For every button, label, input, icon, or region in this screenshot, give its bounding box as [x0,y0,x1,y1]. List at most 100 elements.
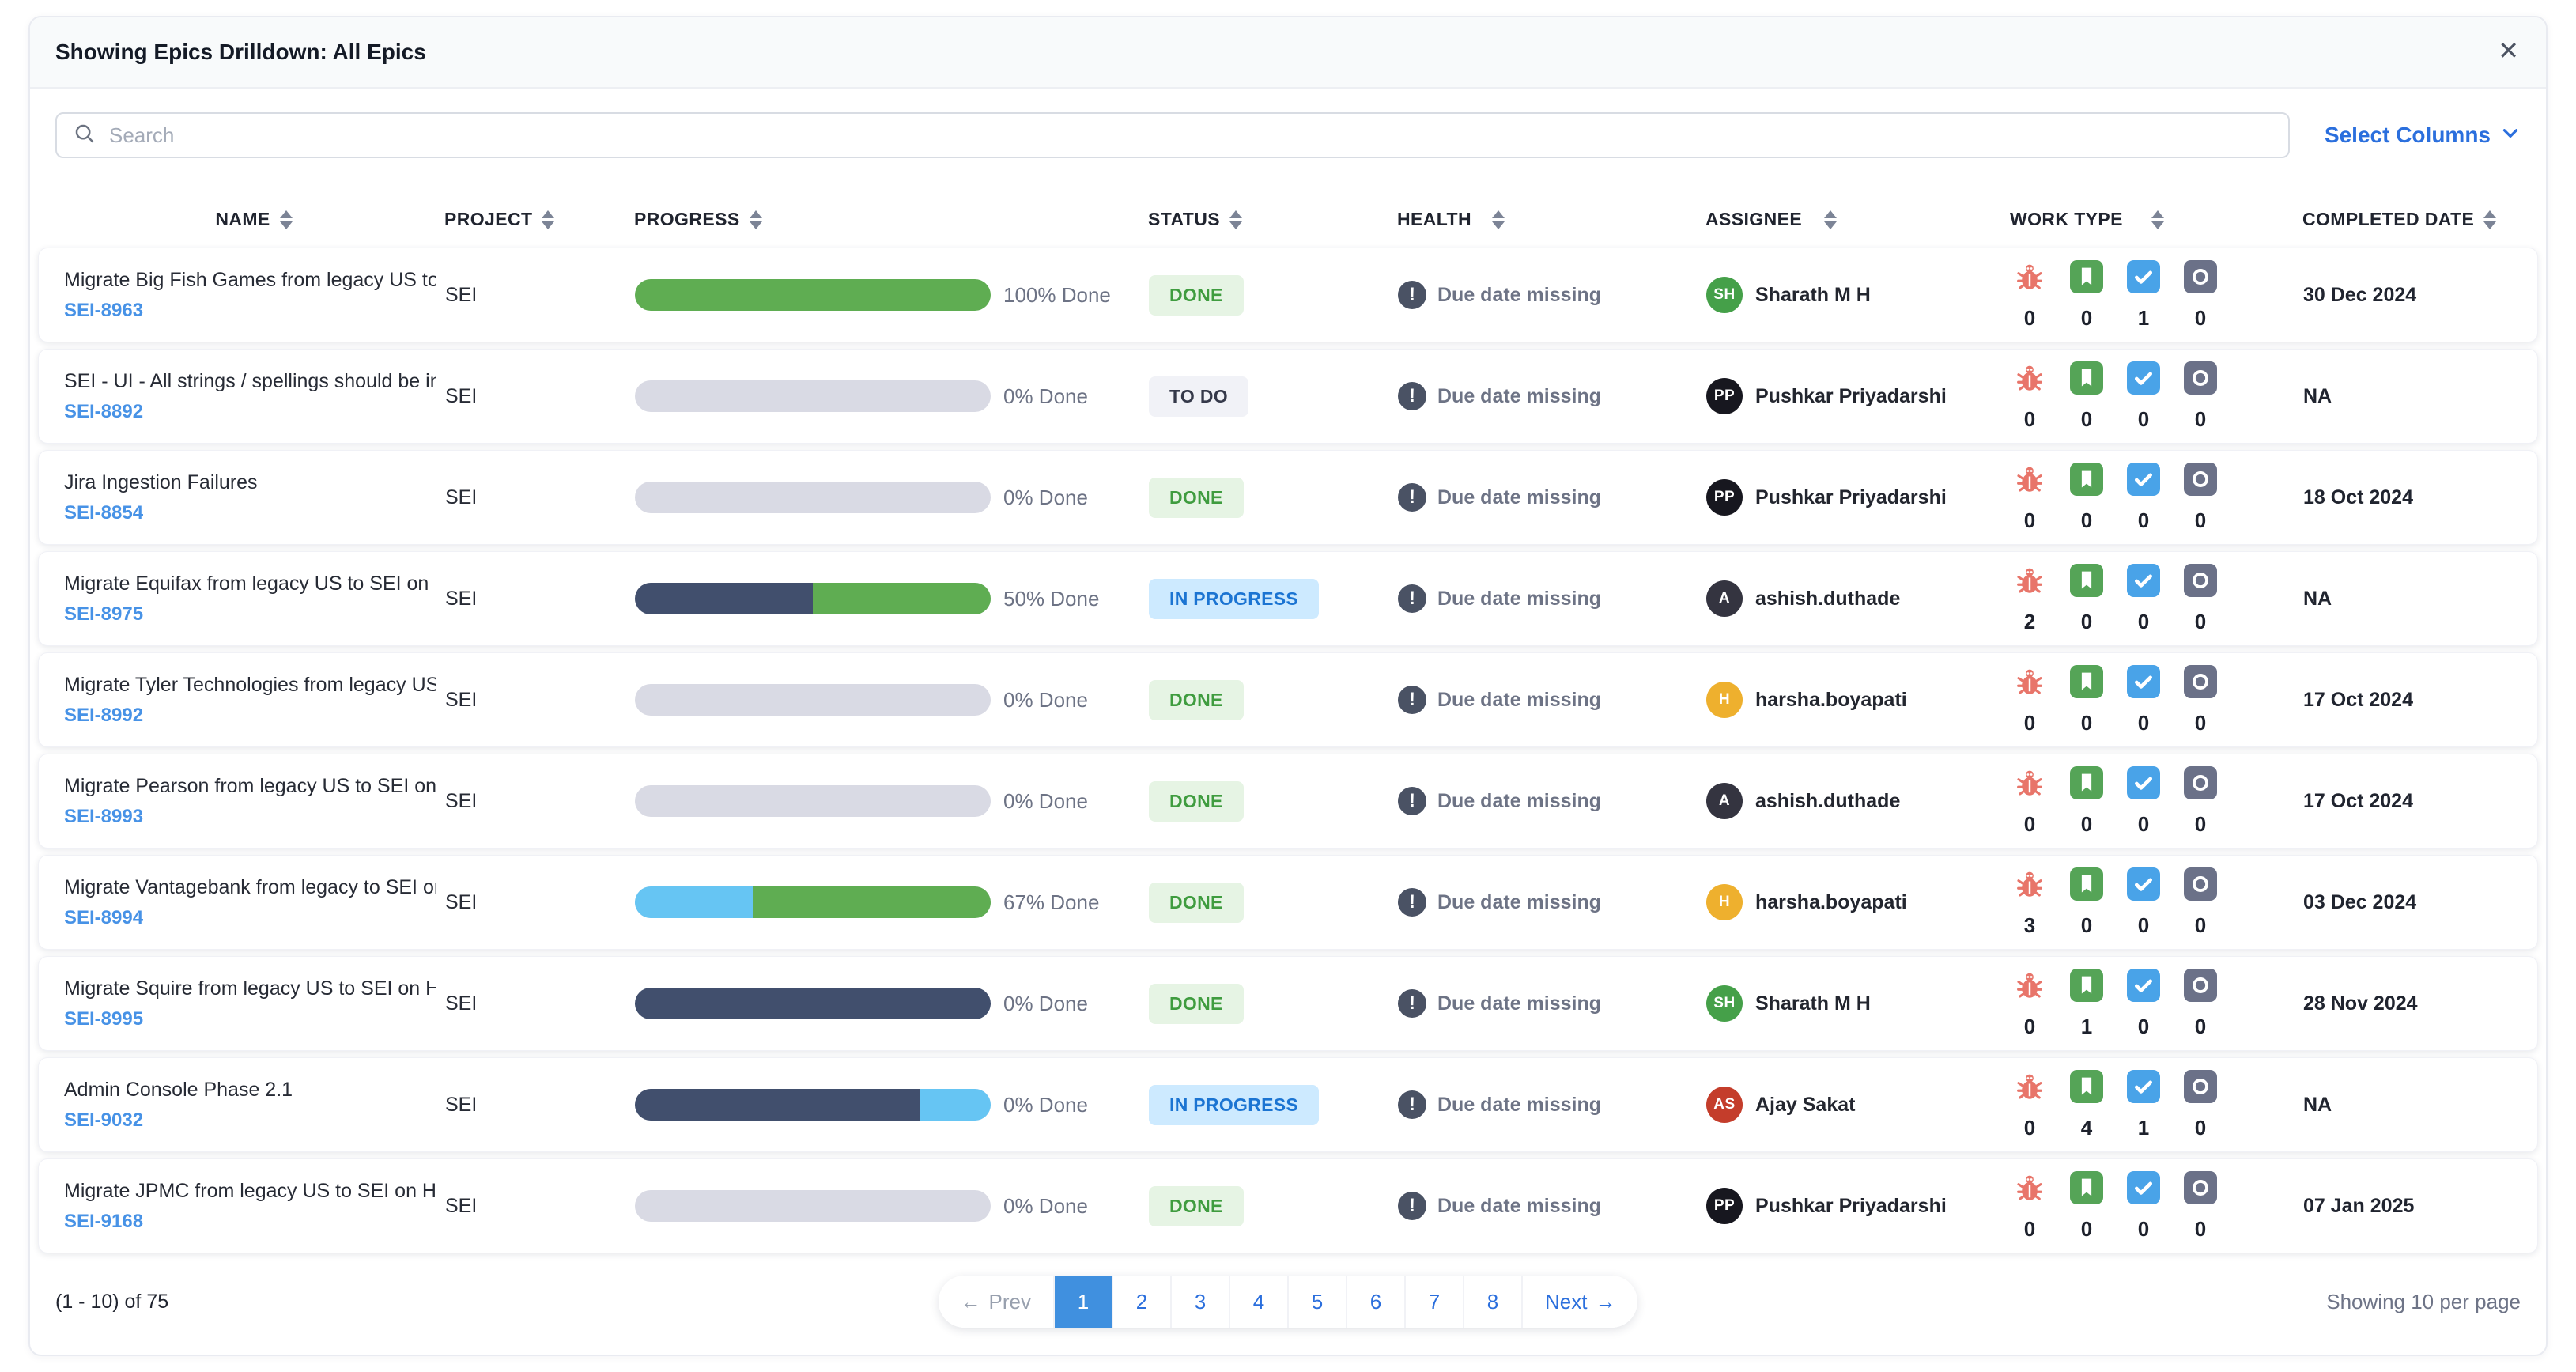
table-row[interactable]: Jira Ingestion Failures SEI-8854 SEI 0% … [38,450,2538,545]
progress-segment-blue [635,886,753,918]
progress-cell: 0% Done [635,684,1149,716]
table-row[interactable]: SEI - UI - All strings / spellings shoul… [38,349,2538,444]
pagination-page-8[interactable]: 8 [1463,1276,1521,1328]
table-row[interactable]: Migrate Equifax from legacy US to SEI on… [38,551,2538,646]
work-type-other: 0 [2181,1069,2219,1140]
table-row[interactable]: Migrate Big Fish Games from legacy US to… [38,248,2538,342]
sort-icon[interactable] [1824,210,1838,229]
sort-icon[interactable] [2151,210,2164,229]
column-header-assignee[interactable]: ASSIGNEE [1705,209,2010,230]
column-header-status[interactable]: STATUS [1148,209,1397,230]
bug-icon [2013,463,2046,496]
search-box[interactable] [55,112,2290,158]
work-type-count: 0 [2194,1014,2207,1038]
pagination-page-3[interactable]: 3 [1170,1276,1229,1328]
sort-icon[interactable] [542,210,555,229]
column-header-date[interactable]: COMPLETED DATE [2302,209,2516,230]
column-header-progress[interactable]: PROGRESS [634,209,1148,230]
table-row[interactable]: Migrate Tyler Technologies from legacy U… [38,652,2538,747]
epic-name: Migrate Vantagebank from legacy to SEI o… [64,875,436,898]
pagination-page-7[interactable]: 7 [1404,1276,1463,1328]
progress-bar [635,684,991,716]
column-header-health[interactable]: HEALTH [1397,209,1705,230]
story-icon [2070,361,2103,395]
progress-bar [635,380,991,412]
epic-key-link[interactable]: SEI-9032 [64,1109,144,1131]
table-row[interactable]: Migrate Pearson from legacy US to SEI on… [38,754,2538,849]
status-cell: DONE [1149,882,1398,923]
epic-key-link[interactable]: SEI-8854 [64,501,144,523]
epic-key-link[interactable]: SEI-8995 [64,1007,144,1030]
progress-label: 100% Done [1003,282,1111,307]
epic-key-link[interactable]: SEI-8892 [64,400,144,422]
work-type-count: 0 [2137,1014,2150,1038]
table-row[interactable]: Migrate JPMC from legacy US to SEI on Ha… [38,1158,2538,1253]
task-icon [2127,563,2160,597]
other-icon [2184,259,2217,293]
work-type-task: 0 [2125,664,2162,735]
close-icon[interactable]: ✕ [2498,36,2519,65]
sort-icon[interactable] [279,210,293,229]
health-text: Due date missing [1437,486,1601,508]
work-type-count: 0 [2080,710,2093,735]
search-input[interactable] [109,123,2272,148]
story-icon [2070,867,2103,901]
work-type-count: 0 [2137,508,2150,532]
pagination-page-2[interactable]: 2 [1112,1276,1170,1328]
table-row[interactable]: Admin Console Phase 2.1 SEI-9032 SEI 0% … [38,1057,2538,1152]
work-type-other: 0 [2181,867,2219,938]
status-badge: DONE [1149,780,1244,822]
sort-icon[interactable] [1229,210,1242,229]
completed-date: 07 Jan 2025 [2303,1194,2415,1217]
column-label: PROJECT [444,209,533,229]
name-cell: SEI - UI - All strings / spellings shoul… [64,370,445,423]
pagination: ← Prev 1 2 3 4 5 6 7 8 Next → [938,1276,1638,1328]
pagination-page-1[interactable]: 1 [1053,1276,1112,1328]
health-text: Due date missing [1437,1194,1601,1217]
column-header-name[interactable]: NAME [63,209,444,230]
progress-bar [635,279,991,311]
pagination-next-button[interactable]: Next → [1521,1276,1638,1328]
progress-bar [635,785,991,817]
search-icon [73,122,96,149]
status-cell: DONE [1149,477,1398,518]
page-number: 5 [1311,1289,1324,1313]
epic-key-link[interactable]: SEI-8994 [64,906,144,928]
epic-key-link[interactable]: SEI-8963 [64,299,144,321]
story-icon [2070,259,2103,293]
pagination-page-6[interactable]: 6 [1346,1276,1404,1328]
progress-label: 0% Done [1003,485,1088,509]
work-type-count: 0 [2194,508,2207,532]
column-header-project[interactable]: PROJECT [444,209,634,230]
epic-key-link[interactable]: SEI-8993 [64,805,144,827]
sort-icon[interactable] [1491,210,1505,229]
date-cell: 17 Oct 2024 [2303,790,2517,813]
sort-icon[interactable] [749,210,762,229]
pagination-prev-button[interactable]: ← Prev [938,1276,1053,1328]
work-type-count: 0 [2023,811,2036,836]
column-header-worktype[interactable]: WORK TYPE [2010,209,2302,230]
epic-name: Migrate Big Fish Games from legacy US to… [64,268,436,291]
task-icon [2127,1170,2160,1204]
work-type-count: 1 [2137,305,2150,330]
task-icon [2127,867,2160,901]
completed-date: NA [2303,1093,2332,1116]
work-type-count: 0 [2194,1216,2207,1241]
pagination-page-5[interactable]: 5 [1287,1276,1346,1328]
progress-segment-green [752,886,991,918]
avatar: PP [1706,479,1743,516]
work-type-cell: 0 0 0 0 [2011,361,2303,432]
progress-cell: 0% Done [635,380,1149,412]
name-cell: Admin Console Phase 2.1 SEI-9032 [64,1079,445,1132]
sort-icon[interactable] [2483,210,2497,229]
epic-key-link[interactable]: SEI-8975 [64,603,144,625]
table-row[interactable]: Migrate Vantagebank from legacy to SEI o… [38,855,2538,950]
health-text: Due date missing [1437,688,1601,711]
table-row[interactable]: Migrate Squire from legacy US to SEI on … [38,956,2538,1051]
epic-key-link[interactable]: SEI-8992 [64,704,144,726]
pagination-page-4[interactable]: 4 [1229,1276,1287,1328]
status-badge: TO DO [1149,376,1248,417]
select-columns-button[interactable]: Select Columns [2325,123,2521,149]
epic-key-link[interactable]: SEI-9168 [64,1210,144,1232]
health-cell: ! Due date missing [1398,888,1706,917]
